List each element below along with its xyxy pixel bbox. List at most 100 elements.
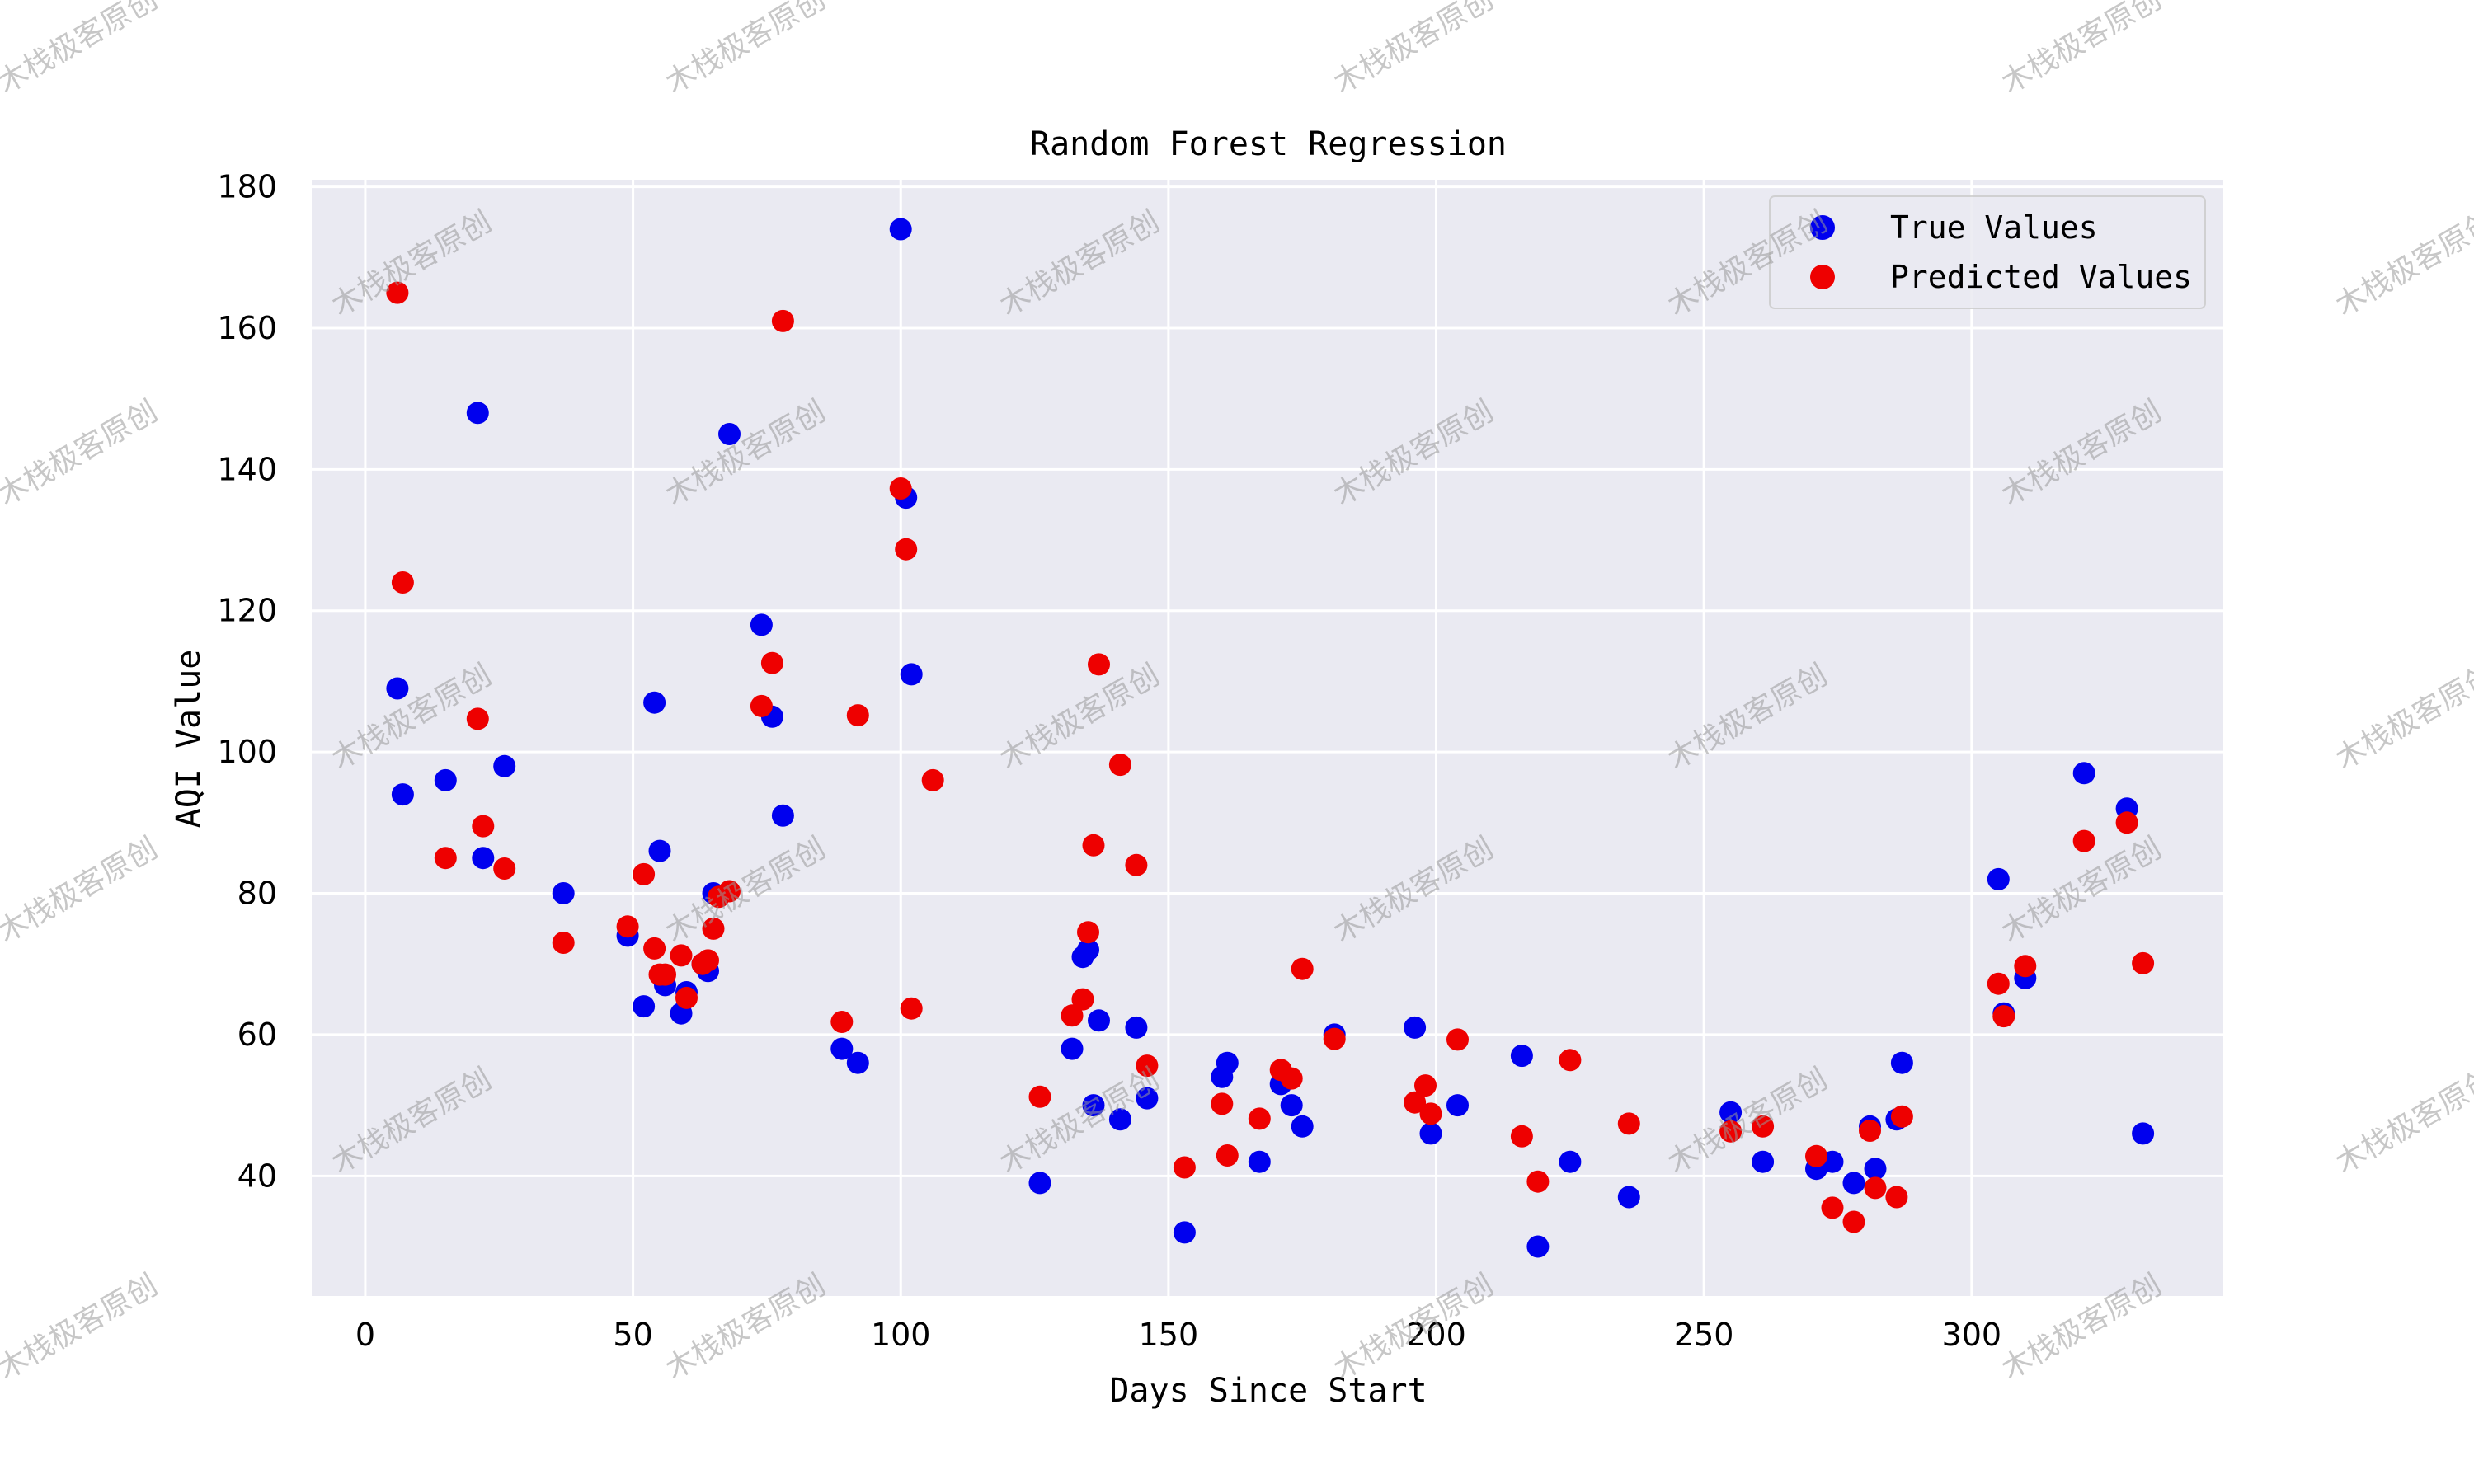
point-predicted-value [1821, 1196, 1844, 1219]
point-predicted-value [846, 704, 869, 727]
point-predicted-value [1987, 972, 2010, 995]
point-predicted-value [434, 847, 457, 870]
point-predicted-value [771, 309, 794, 332]
y-axis-label: AQI Value [170, 650, 208, 829]
point-true-value [1617, 1186, 1640, 1209]
point-predicted-value [1082, 834, 1105, 857]
point-true-value [1719, 1101, 1743, 1124]
point-true-value [1890, 1051, 1913, 1074]
x-tick-label: 150 [1139, 1317, 1199, 1353]
point-predicted-value [2115, 811, 2138, 834]
point-true-value [1125, 1016, 1148, 1039]
point-true-value [466, 402, 489, 425]
y-tick-label: 40 [238, 1158, 277, 1194]
point-predicted-value [643, 937, 666, 960]
point-true-value [1291, 1115, 1314, 1138]
point-true-value [771, 804, 794, 827]
point-predicted-value [1077, 921, 1099, 944]
data-points [386, 218, 2155, 1258]
x-tick-label: 300 [1942, 1317, 2002, 1353]
point-true-value [1077, 938, 1099, 961]
point-true-value [1173, 1221, 1196, 1244]
point-true-value [1108, 1108, 1131, 1131]
point-predicted-value [1842, 1210, 1865, 1233]
point-predicted-value [895, 538, 918, 561]
point-predicted-value [1061, 1004, 1084, 1027]
y-tick-label: 60 [238, 1017, 277, 1053]
point-true-value [900, 663, 923, 686]
x-tick-label: 0 [355, 1317, 375, 1353]
point-true-value [1136, 1087, 1159, 1110]
point-predicted-value [702, 917, 725, 940]
point-true-value [1248, 1150, 1271, 1173]
point-true-value [1280, 1094, 1303, 1117]
y-tick-label: 100 [217, 734, 277, 770]
point-true-value [750, 613, 773, 636]
point-predicted-value [2072, 829, 2095, 852]
x-tick-label: 250 [1674, 1317, 1734, 1353]
point-predicted-value [1028, 1085, 1051, 1108]
point-predicted-value [1088, 653, 1110, 676]
point-true-value [1842, 1172, 1865, 1195]
point-predicted-value [1173, 1156, 1196, 1179]
point-predicted-value [1125, 853, 1148, 876]
point-predicted-value [466, 707, 489, 730]
point-predicted-value [1216, 1144, 1239, 1167]
point-true-value [2072, 762, 2095, 785]
point-true-value [391, 783, 414, 806]
point-true-value [830, 1037, 854, 1060]
point-predicted-value [760, 651, 783, 674]
x-tick-label: 50 [613, 1317, 652, 1353]
point-predicted-value [1992, 1005, 2015, 1028]
point-predicted-value [1323, 1027, 1346, 1050]
point-true-value [1082, 1094, 1105, 1117]
point-predicted-value [750, 694, 773, 717]
point-true-value [472, 847, 495, 870]
point-predicted-value [2132, 951, 2155, 974]
point-predicted-value [1526, 1170, 1550, 1193]
point-true-value [1216, 1051, 1239, 1074]
point-predicted-value [670, 944, 693, 967]
point-predicted-value [1719, 1120, 1743, 1143]
point-true-value [386, 677, 409, 700]
point-true-value [1987, 867, 2010, 890]
point-true-value [552, 882, 575, 904]
point-predicted-value [1446, 1028, 1469, 1051]
point-true-value [889, 218, 912, 241]
point-true-value [434, 768, 457, 791]
point-predicted-value [1248, 1107, 1271, 1130]
legend-box [1769, 195, 2206, 309]
point-true-value [1446, 1094, 1469, 1117]
point-true-value [1061, 1037, 1084, 1060]
point-true-value [633, 995, 656, 1018]
point-predicted-value [1404, 1091, 1427, 1114]
y-tick-labels: 40 60 80 100 120 140 160 180 [217, 169, 277, 1195]
point-predicted-value [900, 997, 923, 1020]
y-tick-label: 120 [217, 593, 277, 629]
point-true-value [1864, 1158, 1887, 1181]
point-predicted-value [1291, 957, 1314, 980]
legend-label-true-values: True Values [1890, 209, 2098, 246]
legend-marker-predicted-values [1810, 265, 1835, 289]
point-true-value [846, 1051, 869, 1074]
point-true-value [1419, 1122, 1442, 1145]
point-true-value [1559, 1150, 1582, 1173]
point-true-value [2132, 1122, 2155, 1145]
point-predicted-value [830, 1011, 854, 1033]
point-predicted-value [697, 949, 719, 972]
point-predicted-value [1617, 1112, 1640, 1135]
point-predicted-value [552, 932, 575, 954]
point-predicted-value [1414, 1074, 1437, 1097]
point-predicted-value [1752, 1115, 1775, 1138]
point-true-value [1510, 1045, 1533, 1068]
legend-label-predicted-values: Predicted Values [1890, 259, 2192, 295]
point-true-value [648, 839, 671, 862]
point-predicted-value [654, 963, 676, 986]
y-tick-label: 180 [217, 169, 277, 205]
y-tick-label: 160 [217, 310, 277, 346]
y-tick-label: 140 [217, 451, 277, 487]
point-predicted-value [1859, 1120, 1881, 1142]
point-predicted-value [675, 986, 698, 1009]
y-tick-label: 80 [238, 876, 277, 912]
point-predicted-value [718, 880, 741, 903]
